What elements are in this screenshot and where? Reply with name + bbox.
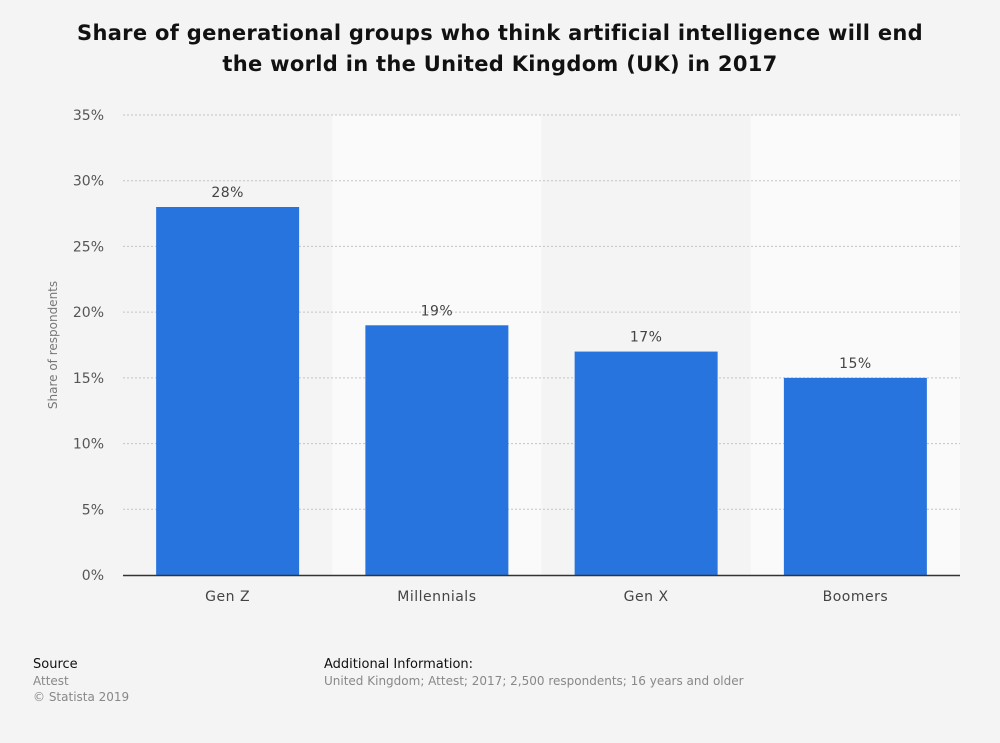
bar-gen-x[interactable] [574, 351, 718, 575]
data-label: 17% [630, 330, 663, 346]
source-block: Source Attest © Statista 2019 [33, 657, 129, 705]
additional-info-block: Additional Information: United Kingdom; … [324, 657, 744, 689]
source-name[interactable]: Attest [33, 674, 69, 688]
y-tick-label: 5% [82, 502, 104, 518]
x-tick-label: Gen X [624, 589, 669, 605]
y-axis-label: Share of respondents [46, 281, 60, 409]
data-label: 15% [839, 356, 872, 372]
y-tick-label: 30% [73, 174, 104, 190]
data-label: 19% [421, 303, 454, 319]
bar-boomers[interactable] [783, 377, 927, 575]
x-tick-label: Gen Z [205, 589, 250, 605]
y-tick-label: 35% [73, 108, 104, 124]
data-labels: 28% 19% 17% 15% [211, 185, 871, 372]
y-tick-label: 25% [73, 239, 104, 255]
bar-millennials[interactable] [365, 325, 509, 575]
source-heading: Source [33, 657, 78, 672]
y-tick-label: 10% [73, 437, 104, 453]
chart-title: Share of generational groups who think a… [77, 21, 923, 76]
copyright: © Statista 2019 [33, 690, 130, 704]
y-tick-label: 15% [73, 371, 104, 387]
x-tick-label: Millennials [397, 589, 476, 605]
info-text: United Kingdom; Attest; 2017; 2,500 resp… [324, 674, 744, 688]
x-tick-label: Boomers [823, 589, 889, 605]
bar-gen-z[interactable] [156, 207, 300, 575]
info-heading: Additional Information: [324, 657, 474, 672]
bars [156, 207, 927, 575]
y-axis-ticks: 0% 5% 10% 15% 20% 25% 30% 35% [73, 108, 104, 584]
category-labels: Gen Z Millennials Gen X Boomers [205, 589, 889, 605]
y-tick-label: 0% [82, 568, 104, 584]
data-label: 28% [211, 185, 244, 201]
y-tick-label: 20% [73, 305, 104, 321]
